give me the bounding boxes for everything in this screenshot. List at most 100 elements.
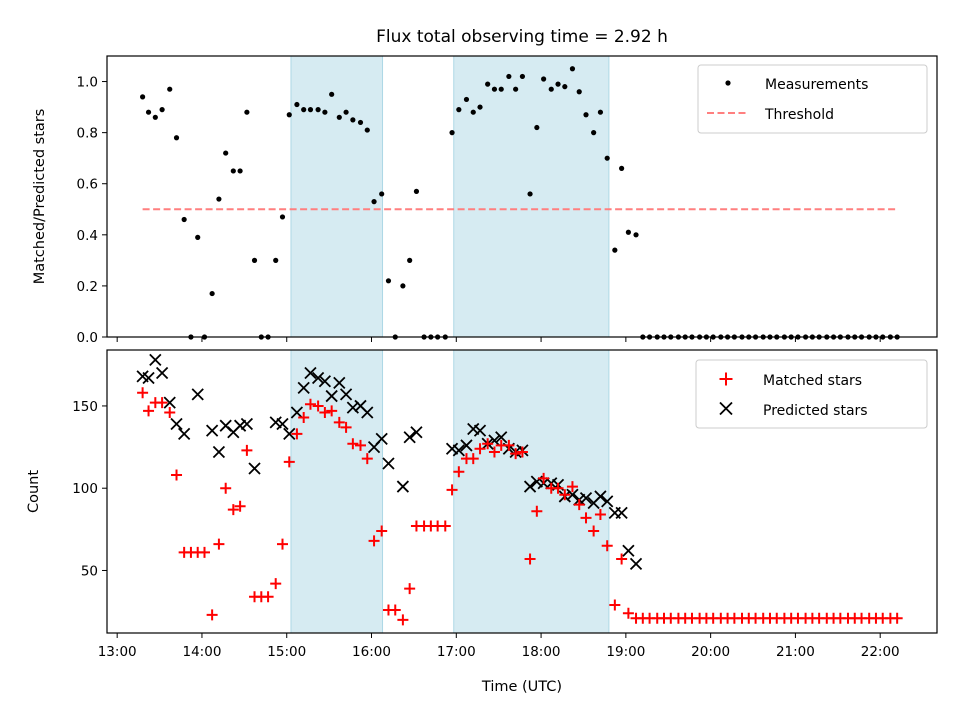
matched-star-marker [213, 538, 225, 550]
measurement-point [159, 107, 165, 113]
measurement-point [286, 112, 292, 118]
shaded-interval [290, 349, 384, 634]
top-y-axis-label: Matched/Predicted stars [32, 109, 48, 285]
predicted-star-marker [615, 506, 628, 520]
measurement-point [612, 247, 618, 253]
matched-star-marker [573, 499, 585, 511]
measurement-point [336, 114, 342, 120]
matched-star-marker [276, 538, 288, 550]
bottom-y-axis-label: Count [26, 470, 42, 513]
y-tick-label: 0.4 [77, 228, 98, 244]
bottom-legend-box [695, 359, 928, 429]
matched-star-marker [319, 407, 331, 419]
y-tick-label: 0.8 [77, 126, 98, 142]
measurement-point [569, 66, 576, 72]
measurement-point [230, 168, 236, 174]
matched-star-marker [531, 505, 543, 517]
predicted-star-marker [205, 424, 219, 437]
shaded-interval [453, 55, 610, 338]
chart-title: Flux total observing time = 2.92 h [376, 27, 668, 47]
bottom-y-axis: 50 100 150 [72, 399, 107, 579]
matched-star-marker [467, 453, 479, 465]
y-tick-label: 0.0 [77, 330, 98, 346]
measurement-point [562, 84, 568, 90]
measurement-point [485, 81, 491, 87]
shaded-interval [453, 349, 610, 634]
measurement-point [195, 234, 201, 240]
matched-star-marker [580, 512, 592, 524]
predicted-star-marker [523, 480, 537, 493]
matched-star-marker [524, 553, 536, 565]
measurement-point [379, 191, 385, 197]
matched-star-marker [510, 448, 522, 460]
predicted-star-marker [276, 417, 289, 431]
measurement-point [534, 124, 540, 131]
measurement-point [449, 130, 455, 136]
x-tick-label: 15:00 [267, 644, 306, 660]
matched-star-marker [891, 612, 903, 624]
legend-measurements-marker [725, 80, 731, 86]
matched-star-marker [340, 421, 352, 433]
top-panel: 0.0 0.2 0.4 0.6 0.8 1.0 Matched/Predicted sta… [32, 55, 938, 346]
matched-star-marker [283, 456, 295, 468]
predicted-star-marker [240, 417, 254, 431]
predicted-star-marker [163, 396, 176, 409]
matched-star-marker [304, 398, 316, 410]
measurement-point [456, 107, 462, 113]
predicted-star-marker [290, 406, 304, 419]
measurement-point [181, 216, 187, 223]
legend-matched-label: Matched stars [763, 373, 862, 389]
bottom-x-axis: 13:00 14:00 15:00 16:00 17:00 18:00 19:00 20:00… [98, 633, 900, 660]
matched-star-marker [566, 481, 578, 493]
matched-star-marker [474, 443, 486, 455]
x-tick-label: 22:00 [861, 644, 900, 660]
measurement-point [251, 257, 258, 263]
matched-star-marker [376, 525, 388, 537]
x-tick-label: 20:00 [691, 644, 730, 660]
measurement-point [152, 114, 158, 120]
predicted-star-marker [410, 426, 423, 439]
matched-star-marker [326, 405, 338, 417]
matched-star-marker [389, 604, 401, 616]
measurement-point [541, 76, 547, 82]
predicted-star-marker [170, 417, 183, 431]
matched-star-marker [137, 387, 149, 399]
y-tick-label: 100 [72, 481, 98, 497]
shaded-interval [290, 55, 384, 338]
predicted-star-marker [601, 495, 614, 508]
matched-star-marker [354, 439, 366, 451]
y-tick-label: 50 [81, 563, 98, 579]
measurement-point [527, 191, 533, 197]
top-legend-box [697, 64, 928, 134]
matched-star-marker [482, 438, 494, 450]
x-tick-label: 19:00 [606, 644, 645, 660]
matched-star-marker [609, 599, 621, 611]
measurement-point [591, 130, 597, 136]
bottom-legend: Matched stars Predicted stars [695, 359, 928, 429]
matched-star-marker [156, 397, 168, 409]
matched-star-marker [206, 609, 218, 621]
x-tick-label: 13:00 [98, 644, 137, 660]
measurement-point [273, 257, 279, 263]
legend-threshold-label: Threshold [764, 107, 834, 123]
predicted-star-marker [339, 388, 353, 401]
matched-star-marker [241, 444, 253, 456]
x-tick-label: 14:00 [183, 644, 222, 660]
bottom-data-marks [136, 353, 903, 626]
measurement-point [576, 89, 582, 95]
measurement-point [357, 119, 364, 126]
matched-star-marker [298, 411, 310, 423]
matched-star-marker [446, 484, 458, 496]
matched-star-marker [164, 407, 176, 419]
predicted-star-marker [566, 488, 579, 501]
matched-star-marker [538, 472, 550, 484]
matched-star-marker [439, 520, 451, 532]
measurement-point [597, 109, 604, 115]
predicted-star-marker [375, 432, 388, 445]
predicted-star-marker [248, 462, 261, 475]
matched-star-marker [227, 504, 239, 516]
measurement-point [633, 232, 639, 238]
matched-star-marker [368, 535, 380, 547]
matched-star-marker [198, 546, 210, 558]
predicted-star-marker [579, 491, 593, 505]
